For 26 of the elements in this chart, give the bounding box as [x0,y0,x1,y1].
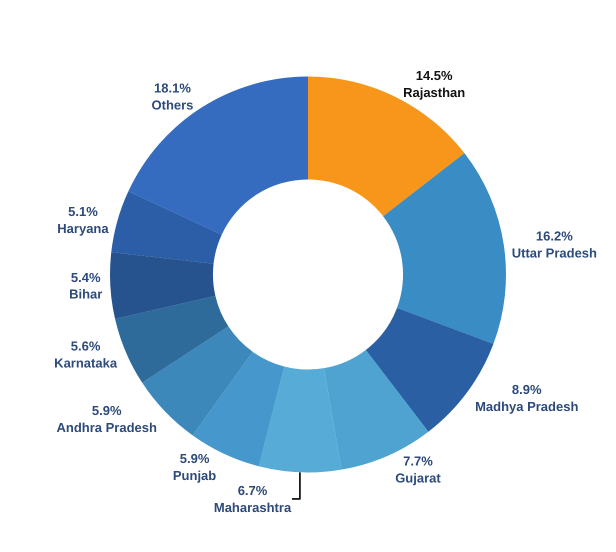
slice-label: Rajasthan [403,84,466,100]
slice-label: Uttar Pradesh [512,245,598,260]
slice-label: Bihar [69,286,102,302]
slice-label: Gujarat [395,470,442,486]
data-label: 5.9% [92,403,122,418]
slice-label: Madhya Pradesh [475,398,578,414]
data-label: 6.7% [238,482,268,498]
slice-label: Karnataka [54,355,118,370]
slice-label: Andhra Pradesh [56,420,157,435]
data-label: 5.6% [70,338,101,354]
data-label: 7.7% [403,453,434,468]
donut-slice [110,252,216,319]
slice-label: Punjab [172,468,216,483]
data-label: 14.5% [416,68,454,83]
data-label: 5.9% [180,451,210,466]
slice-label: Haryana [57,220,110,236]
donut-slice [111,191,222,264]
slice-label: Maharashtra [214,500,292,515]
slice-label: Others [152,97,194,112]
data-label: 16.2% [536,228,574,244]
donut-slice [128,76,308,235]
data-label: 18.1% [154,80,192,96]
data-label: 8.9% [512,382,542,398]
data-label: 5.1% [68,204,98,219]
data-label: 5.4% [70,270,101,285]
donut-slice [383,153,506,344]
